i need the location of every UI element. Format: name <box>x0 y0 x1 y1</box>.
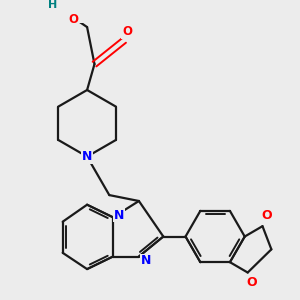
Text: O: O <box>247 276 257 290</box>
Text: O: O <box>69 13 79 26</box>
Text: O: O <box>122 25 132 38</box>
Text: N: N <box>114 208 124 222</box>
Text: O: O <box>262 209 272 222</box>
Text: N: N <box>82 150 92 163</box>
Text: H: H <box>48 0 58 10</box>
Text: N: N <box>141 254 152 268</box>
